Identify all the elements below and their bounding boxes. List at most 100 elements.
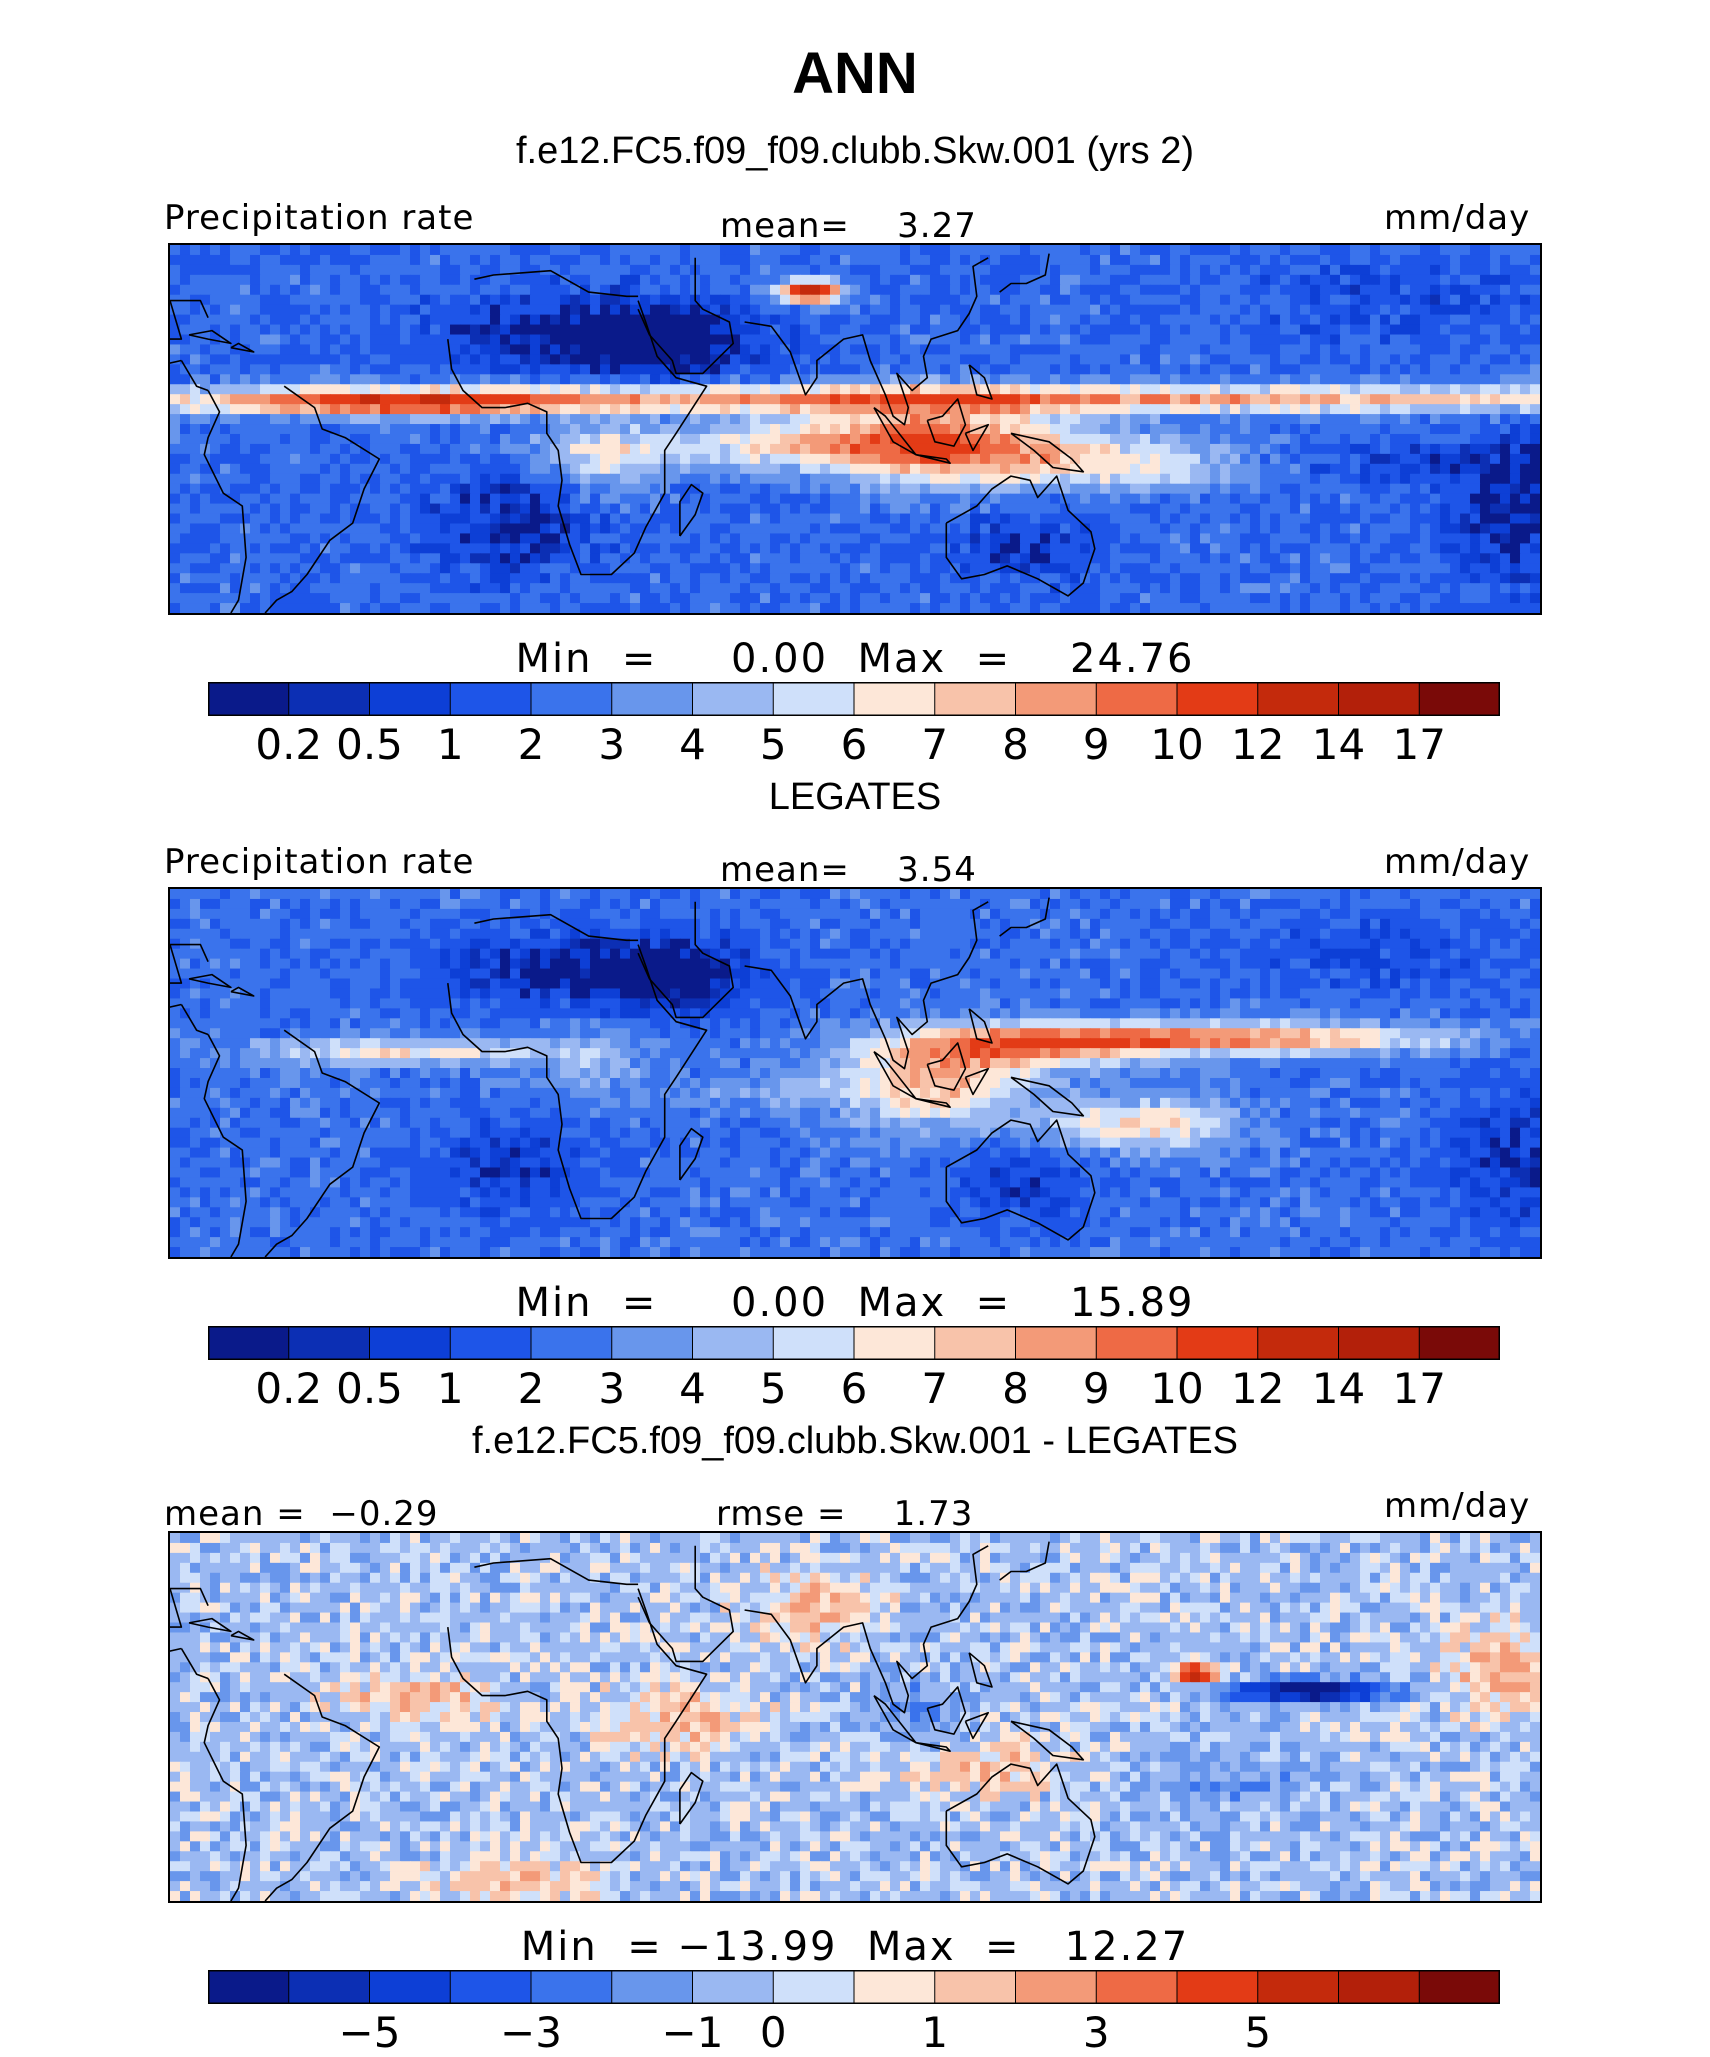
heatmap-cell <box>240 274 251 286</box>
heatmap-cell <box>630 433 641 445</box>
heatmap-cell <box>800 394 811 405</box>
heatmap-cell <box>1420 274 1431 286</box>
heatmap-cell <box>910 314 921 326</box>
heatmap-cell <box>1380 543 1391 554</box>
heatmap-cell <box>560 493 571 505</box>
heatmap-cell <box>400 394 411 405</box>
heatmap-cell <box>1260 493 1271 505</box>
heatmap-cell <box>780 583 791 594</box>
heatmap-cell <box>930 264 941 276</box>
heatmap-cell <box>1030 503 1041 515</box>
heatmap-cell <box>950 264 961 276</box>
heatmap-cell <box>470 513 481 525</box>
heatmap-cell <box>840 394 851 405</box>
heatmap-cell <box>610 344 621 356</box>
heatmap-cell <box>710 284 721 296</box>
heatmap-cell <box>1300 463 1311 475</box>
heatmap-cell <box>730 304 741 316</box>
heatmap-cell <box>370 573 381 584</box>
heatmap-cell <box>1300 523 1311 535</box>
heatmap-cell <box>1300 583 1311 594</box>
heatmap-cell <box>860 264 871 276</box>
heatmap-cell <box>1460 264 1471 276</box>
heatmap-cell <box>1020 433 1031 445</box>
heatmap-cell <box>290 264 301 276</box>
heatmap-cell <box>820 264 831 276</box>
heatmap-cell <box>1020 254 1031 266</box>
heatmap-cell <box>1250 254 1261 266</box>
heatmap-cell <box>870 245 881 256</box>
heatmap-cell <box>1420 394 1431 405</box>
heatmap-cell <box>910 294 921 306</box>
heatmap-cell <box>1070 384 1081 395</box>
heatmap-cell <box>490 443 501 455</box>
heatmap-cell <box>830 334 841 346</box>
heatmap-cell <box>870 433 881 445</box>
heatmap-cell <box>1220 324 1231 336</box>
heatmap-cell <box>1110 414 1121 425</box>
heatmap-cell <box>860 364 871 375</box>
heatmap-cell <box>610 543 621 554</box>
heatmap-cell <box>440 563 451 574</box>
heatmap-cell <box>1110 493 1121 505</box>
heatmap-cell <box>460 414 471 425</box>
heatmap-cell <box>1470 245 1481 256</box>
heatmap-cell <box>450 553 461 564</box>
heatmap-cell <box>220 443 231 455</box>
heatmap-cell <box>1430 503 1441 515</box>
heatmap-cell <box>730 583 741 594</box>
heatmap-cell <box>360 543 371 554</box>
heatmap-cell <box>1200 334 1211 346</box>
heatmap-cell <box>1320 583 1331 594</box>
heatmap-cell <box>1240 483 1251 495</box>
heatmap-cell <box>1120 533 1131 544</box>
heatmap-cell <box>1090 364 1101 375</box>
heatmap-cell <box>970 473 981 485</box>
heatmap-cell <box>1200 533 1211 544</box>
heatmap-cell <box>680 483 691 495</box>
heatmap-cell <box>1350 523 1361 535</box>
heatmap-cell <box>740 603 751 613</box>
heatmap-cell <box>570 573 581 584</box>
heatmap-cell <box>640 433 651 445</box>
heatmap-cell <box>1450 254 1461 266</box>
heatmap-cell <box>780 284 791 296</box>
heatmap-cell <box>960 433 971 445</box>
heatmap-cell <box>310 354 321 365</box>
heatmap-cell <box>710 384 721 395</box>
heatmap-cell <box>1120 404 1131 415</box>
heatmap-cell <box>1120 543 1131 554</box>
heatmap-cell <box>820 254 831 266</box>
heatmap-cell <box>1510 443 1521 455</box>
heatmap-cell <box>1320 513 1331 525</box>
heatmap-cell <box>1510 483 1521 495</box>
heatmap-cell <box>1270 533 1281 544</box>
heatmap-cell <box>180 483 191 495</box>
heatmap-cell <box>1260 443 1271 455</box>
heatmap-cell <box>420 414 431 425</box>
heatmap-cell <box>300 404 311 415</box>
heatmap-cell <box>1120 364 1131 375</box>
heatmap-cell <box>1190 264 1201 276</box>
heatmap-cell <box>1530 543 1540 554</box>
heatmap-cell <box>310 473 321 485</box>
heatmap-cell <box>850 473 861 485</box>
heatmap-cell <box>1150 463 1161 475</box>
heatmap-cell <box>1200 583 1211 594</box>
heatmap-cell <box>1470 274 1481 286</box>
heatmap-cell <box>710 374 721 385</box>
heatmap-cell <box>210 245 221 256</box>
heatmap-cell <box>1240 424 1251 435</box>
heatmap-cell <box>1510 314 1521 326</box>
heatmap-cell <box>540 603 551 613</box>
heatmap-cell <box>1520 583 1531 594</box>
heatmap-cell <box>830 503 841 515</box>
heatmap-cell <box>1280 533 1291 544</box>
heatmap-cell <box>430 543 441 554</box>
heatmap-cell <box>990 245 1001 256</box>
heatmap-cell <box>920 493 931 505</box>
heatmap-cell <box>1130 404 1141 415</box>
heatmap-cell <box>900 314 911 326</box>
heatmap-cell <box>890 513 901 525</box>
heatmap-cell <box>820 463 831 475</box>
